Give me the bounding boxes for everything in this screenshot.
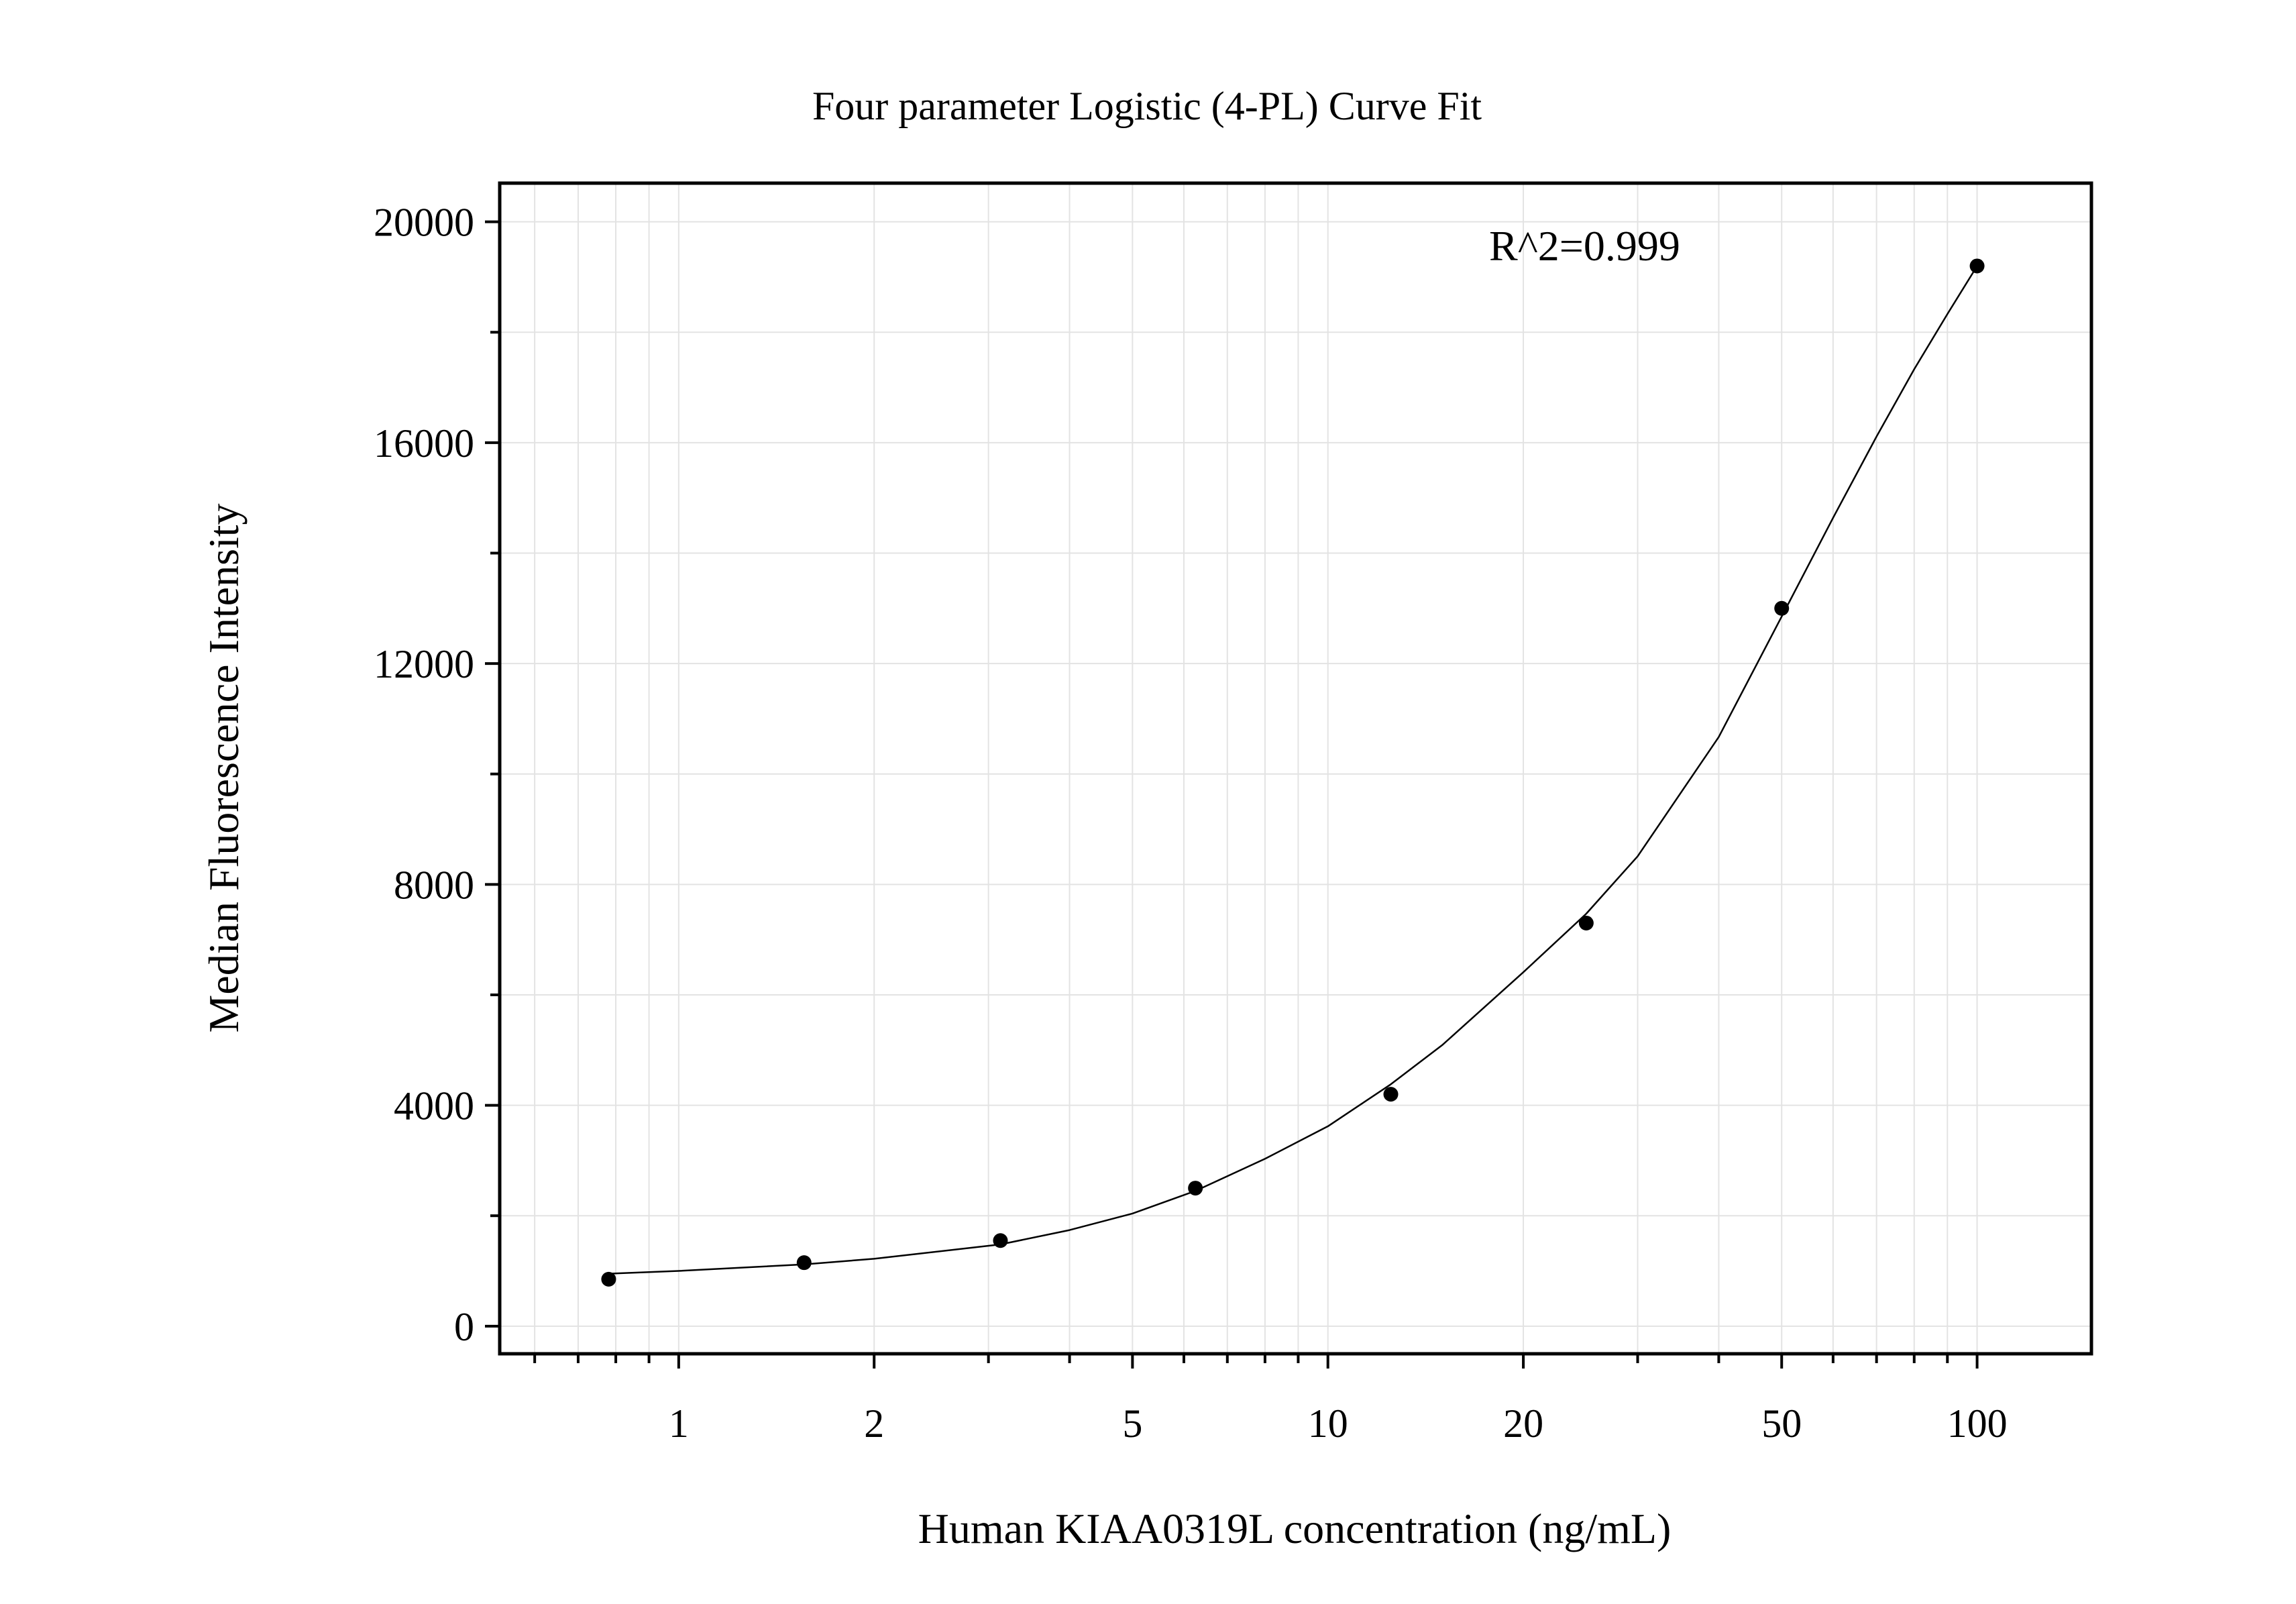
x-tick-label: 50 <box>1761 1401 1802 1446</box>
chart-title: Four parameter Logistic (4-PL) Curve Fit <box>812 84 1482 128</box>
data-point <box>796 1255 812 1271</box>
data-point <box>1969 258 1985 274</box>
plot-frame <box>498 181 2093 1356</box>
y-tick-label: 16000 <box>374 421 474 466</box>
x-axis-ticks: 1 2 5 10 20 50 100 <box>533 1354 2008 1446</box>
x-tick-label: 100 <box>1947 1401 2008 1446</box>
r-squared-annotation: R^2=0.999 <box>1489 222 1680 270</box>
data-points <box>601 258 1985 1287</box>
y-tick-label: 4000 <box>394 1084 474 1128</box>
data-point <box>1188 1181 1203 1196</box>
data-point <box>1774 600 1790 616</box>
data-point <box>993 1233 1008 1248</box>
x-tick-label: 1 <box>669 1401 689 1446</box>
grid <box>500 183 2091 1354</box>
y-axis-ticks: 0 4000 8000 12000 16000 20000 <box>374 201 500 1349</box>
y-tick-label: 12000 <box>374 642 474 686</box>
x-tick-label: 5 <box>1122 1401 1142 1446</box>
data-point <box>601 1271 616 1287</box>
y-tick-label: 20000 <box>374 201 474 245</box>
x-tick-label: 10 <box>1308 1401 1348 1446</box>
fit-curve <box>608 265 1978 1275</box>
x-tick-label: 20 <box>1503 1401 1543 1446</box>
plot-area: 1 2 5 10 20 50 100 0 4000 8000 12000 16000 20000 <box>374 181 2093 1446</box>
fit-curve-group <box>608 265 1978 1275</box>
y-tick-label: 0 <box>454 1305 474 1349</box>
x-axis-label: Human KIAA0319L concentration (ng/mL) <box>918 1505 1672 1552</box>
data-point <box>1578 915 1594 930</box>
x-tick-label: 2 <box>864 1401 884 1446</box>
y-tick-label: 8000 <box>394 863 474 907</box>
y-axis-label: Median Fluorescence Intensity <box>200 503 248 1032</box>
data-point <box>1383 1087 1399 1102</box>
